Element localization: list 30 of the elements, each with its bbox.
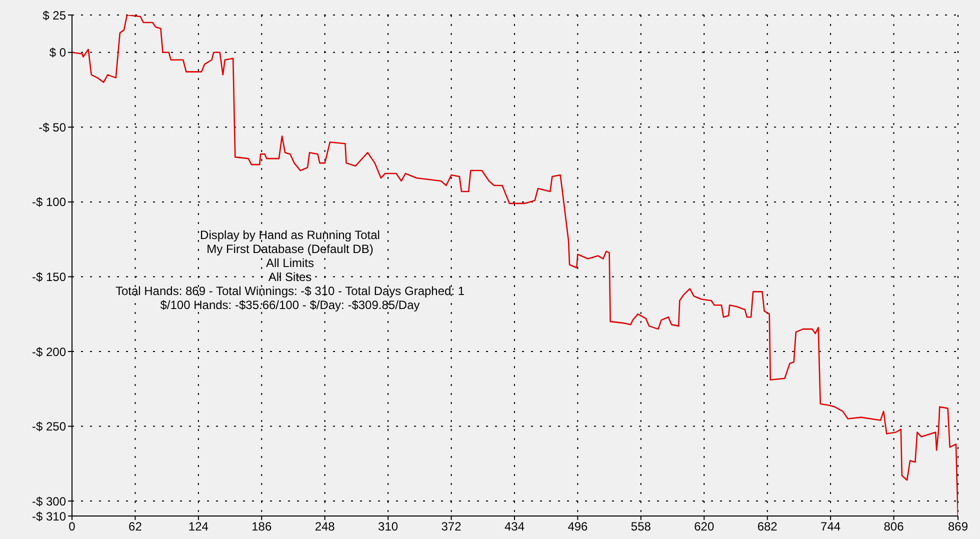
y-tick-label: -$ 310 bbox=[32, 509, 66, 524]
annotation: All Limits bbox=[264, 256, 315, 270]
annotation: $/100 Hands: -$35.66/100 - $/Day: -$309.85/Day bbox=[159, 298, 421, 312]
y-tick-label: $ 0 bbox=[49, 46, 66, 60]
x-tick-label: 248 bbox=[314, 520, 336, 534]
x-tick-label: 806 bbox=[884, 520, 904, 534]
y-tick-label: -$ 300 bbox=[32, 494, 66, 508]
x-tick-label: 744 bbox=[820, 520, 841, 534]
x-tick-label: 62 bbox=[128, 520, 142, 534]
y-tick-label: -$ 150 bbox=[32, 270, 66, 284]
x-tick-label: 186 bbox=[252, 520, 272, 534]
x-tick-label: 310 bbox=[378, 520, 398, 534]
annotation: All Sites bbox=[267, 270, 313, 284]
y-tick-label: $ 25 bbox=[42, 8, 66, 22]
x-tick-label: 496 bbox=[568, 520, 588, 534]
x-tick-label: 682 bbox=[757, 520, 778, 534]
x-tick-label: 434 bbox=[504, 520, 525, 534]
x-tick-label: 0 bbox=[68, 520, 76, 534]
x-tick-label: 558 bbox=[630, 520, 652, 534]
annotation: Display by Hand as Running Total bbox=[199, 228, 381, 242]
x-tick-label: 869 bbox=[948, 520, 968, 534]
x-tick-label: 620 bbox=[694, 520, 714, 534]
x-tick-label: 372 bbox=[441, 520, 462, 534]
y-tick-label: -$ 100 bbox=[32, 195, 66, 210]
x-tick-label: 124 bbox=[188, 520, 209, 534]
y-tick-label: -$ 250 bbox=[32, 420, 66, 434]
annotation: Total Hands: 869 - Total Winnings: -$ 310 - Total Days Graphed: 1 bbox=[114, 284, 466, 298]
annotation: My First Database (Default DB) bbox=[206, 242, 374, 256]
y-tick-label: -$ 200 bbox=[32, 344, 66, 359]
y-tick-label: -$ 50 bbox=[38, 120, 66, 134]
